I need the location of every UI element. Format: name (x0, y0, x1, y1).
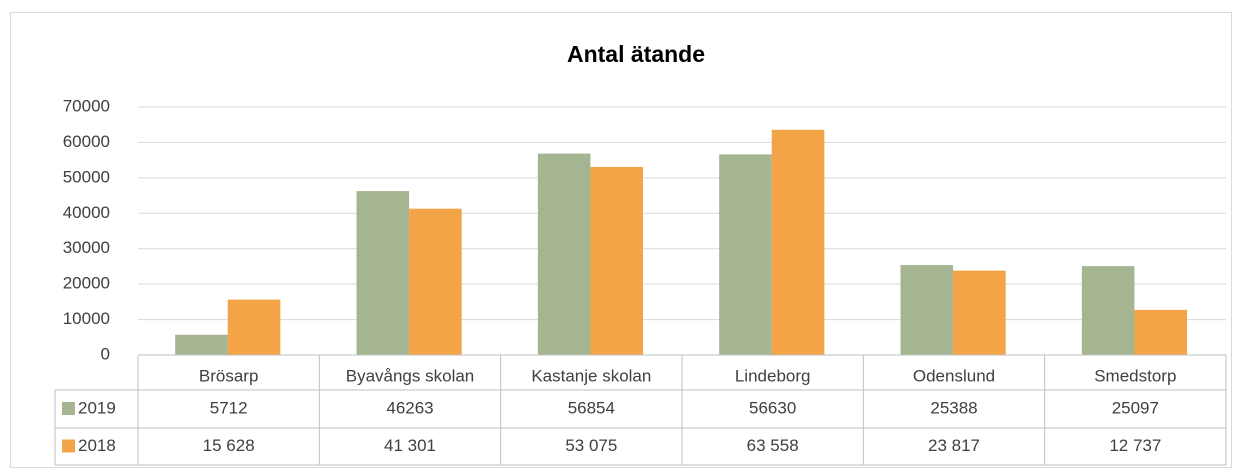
chart-title: Antal ätande (567, 41, 705, 67)
table-value: 5712 (210, 398, 248, 417)
bar (719, 154, 772, 355)
bar (1134, 309, 1188, 355)
x-tick-label: Odenslund (913, 366, 995, 385)
bar (409, 208, 462, 355)
bar (590, 166, 644, 355)
x-tick-label: Byavångs skolan (346, 366, 475, 385)
y-tick-label: 50000 (63, 167, 110, 186)
table-value: 25388 (930, 398, 977, 417)
bar (537, 153, 591, 355)
legend-label: 2019 (78, 398, 116, 417)
y-tick-label: 60000 (63, 132, 110, 151)
table-value: 46263 (386, 398, 433, 417)
bar (356, 191, 410, 355)
table-value: 56630 (749, 398, 796, 417)
table-value: 12 737 (1109, 436, 1161, 455)
y-tick-label: 30000 (63, 238, 110, 257)
y-tick-label: 10000 (63, 309, 110, 328)
x-tick-label: Lindeborg (735, 366, 811, 385)
bar (227, 299, 281, 355)
y-tick-label: 40000 (63, 203, 110, 222)
bar (771, 129, 825, 355)
legend-swatch (62, 439, 75, 453)
bar (953, 270, 1006, 355)
y-tick-label: 70000 (63, 96, 110, 115)
bar (175, 334, 228, 355)
y-tick-label: 0 (101, 344, 110, 363)
bar (1081, 266, 1135, 355)
table-value: 15 628 (203, 436, 255, 455)
bar (900, 265, 954, 355)
legend-label: 2018 (78, 436, 116, 455)
x-tick-label: Smedstorp (1094, 366, 1176, 385)
table-value: 25097 (1112, 398, 1159, 417)
x-tick-label: Brösarp (199, 366, 259, 385)
table-value: 53 075 (565, 436, 617, 455)
x-tick-label: Kastanje skolan (531, 366, 651, 385)
table-value: 41 301 (384, 436, 436, 455)
table-value: 56854 (568, 398, 615, 417)
table-value: 63 558 (747, 436, 799, 455)
table-value: 23 817 (928, 436, 980, 455)
y-tick-label: 20000 (63, 274, 110, 293)
legend-swatch (62, 402, 75, 415)
